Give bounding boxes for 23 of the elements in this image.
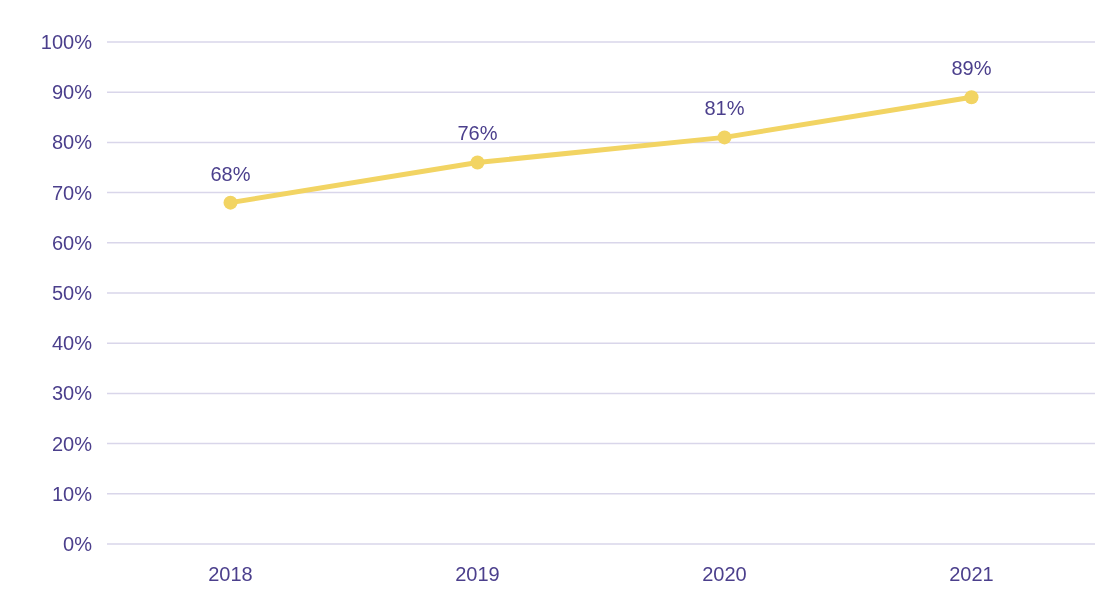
y-tick-label: 50% [51,282,93,304]
y-tick-label: 100% [40,31,93,53]
y-tick-label: 10% [51,482,93,505]
x-tick-label: 2019 [455,563,500,585]
y-tick-label: 30% [51,382,93,405]
x-tick-label: 2020 [702,563,747,585]
data-label: 89% [951,57,992,80]
y-tick-label: 0% [63,533,93,555]
y-tick-label: 60% [51,231,93,254]
point [964,90,979,105]
data-label: 81% [704,97,745,120]
y-tick-label: 80% [51,131,93,154]
y-tick-label: 90% [51,81,93,104]
y-tick-label: 20% [51,432,93,455]
data-label: 68% [210,162,251,185]
x-tick-label: 2018 [208,563,253,585]
x-tick-label: 2021 [949,563,994,585]
data-label: 76% [457,122,498,145]
y-tick-label: 70% [51,181,93,204]
point [223,195,238,210]
point [717,130,732,145]
point [470,155,485,170]
y-tick-label: 40% [51,332,93,355]
